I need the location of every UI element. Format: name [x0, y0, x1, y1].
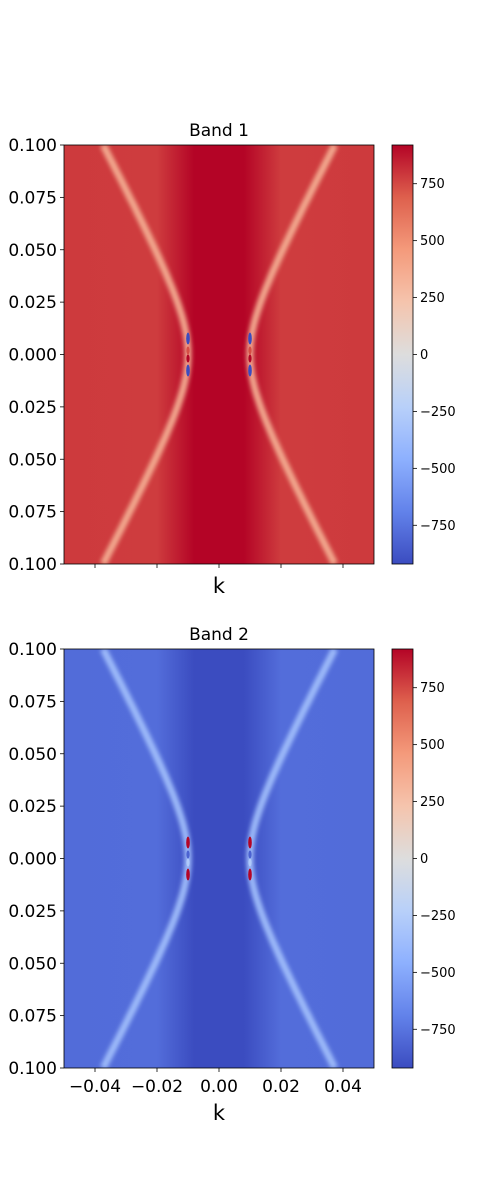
y-tick-label: 0.050	[8, 241, 57, 261]
singularity-mark	[186, 868, 190, 881]
y-tick-label: 0.075	[8, 1007, 57, 1027]
heatmap-panel-2: Band 20.1000.0750.0500.0250.0000.0250.05…	[8, 625, 455, 1125]
colorbar-tick-label: −500	[420, 462, 456, 477]
x-tick-label: 0.04	[324, 1077, 362, 1097]
colorbar-tick-label: −250	[420, 909, 456, 924]
panel-title: Band 1	[189, 121, 249, 141]
colorbar-tick-label: 750	[420, 681, 445, 696]
colorbar-tick-label: 250	[420, 291, 445, 306]
singularity-mark	[186, 850, 190, 859]
singularity-mark	[248, 836, 252, 849]
singularity-mark	[186, 858, 190, 867]
singularity-mark	[248, 868, 252, 881]
singularity-mark	[248, 332, 252, 345]
colorbar-tick-label: −750	[420, 519, 456, 534]
colorbar-tick-label: −500	[420, 966, 456, 981]
singularity-mark	[248, 346, 252, 355]
singularity-mark	[186, 332, 190, 345]
x-tick-label: −0.02	[131, 1077, 183, 1097]
x-tick-label: −0.04	[69, 1077, 121, 1097]
x-tick-label: 0.02	[262, 1077, 300, 1097]
singularity-mark	[186, 836, 190, 849]
heatmap-background	[64, 649, 374, 1068]
colorbar-tick-label: 750	[420, 177, 445, 192]
singularity-mark	[248, 364, 252, 377]
singularity-mark	[248, 850, 252, 859]
y-tick-label: 0.100	[8, 555, 57, 575]
y-tick-label: 0.100	[8, 1059, 57, 1079]
colorbar-tick-label: 500	[420, 738, 445, 753]
colorbar-tick-label: 500	[420, 234, 445, 249]
y-tick-label: 0.100	[8, 640, 57, 660]
y-tick-label: 0.025	[8, 797, 57, 817]
x-axis-label: k	[213, 574, 226, 598]
x-axis-label: k	[213, 1101, 226, 1125]
singularity-mark	[248, 858, 252, 867]
y-tick-label: 0.100	[8, 136, 57, 156]
colorbar-tick-label: −250	[420, 405, 456, 420]
colorbar-tick-label: 0	[420, 348, 428, 363]
singularity-mark	[186, 364, 190, 377]
y-tick-label: 0.025	[8, 902, 57, 922]
y-tick-label: 0.075	[8, 503, 57, 523]
colorbar-tick-label: 0	[420, 852, 428, 867]
y-tick-label: 0.025	[8, 398, 57, 418]
y-tick-label: 0.025	[8, 293, 57, 313]
heatmap-background	[64, 145, 374, 564]
y-tick-label: 0.000	[8, 346, 57, 366]
x-tick-label: 0.00	[200, 1077, 238, 1097]
singularity-mark	[186, 346, 190, 355]
y-tick-label: 0.050	[8, 450, 57, 470]
singularity-mark	[186, 354, 190, 363]
y-tick-label: 0.075	[8, 692, 57, 712]
y-tick-label: 0.075	[8, 188, 57, 208]
heatmap-panel-1: Band 1 0.100 0.075 0.050 0.025 0.000 0.025 0.05…	[8, 121, 455, 598]
colorbar-tick-label: −750	[420, 1023, 456, 1038]
y-tick-label: 0.050	[8, 954, 57, 974]
colorbar	[391, 144, 414, 565]
panel-title: Band 2	[189, 625, 249, 645]
y-tick-label: 0.000	[8, 850, 57, 870]
colorbar	[391, 648, 414, 1069]
singularity-mark	[248, 354, 252, 363]
colorbar-tick-label: 250	[420, 795, 445, 810]
y-tick-label: 0.050	[8, 745, 57, 765]
